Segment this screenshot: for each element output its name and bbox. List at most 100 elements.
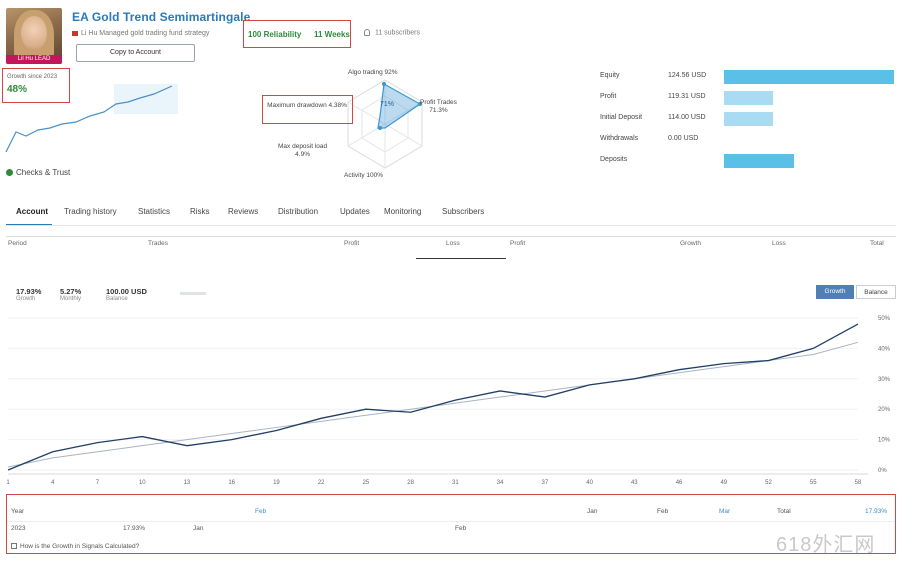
stats-box: 100 Reliability 11 Weeks [243, 20, 351, 48]
summary-monthly: 5.27% [60, 287, 82, 296]
drawdown-box: Maximum drawdown 4.38% [262, 95, 353, 124]
ruler-label: Trades [148, 240, 168, 247]
x-tick-label: 19 [273, 480, 280, 486]
ruler-label: Loss [446, 240, 460, 247]
growth-label: Growth since 2023 [7, 74, 58, 80]
check-icon [6, 169, 13, 177]
radar-label-left: Max deposit load 4.9% [278, 143, 327, 159]
table-cell: Jan [193, 525, 204, 532]
bar-value: 114.00 USD [668, 114, 706, 121]
bar-value: 119.31 USD [668, 93, 706, 100]
ruler-label: Profit [510, 240, 526, 247]
growth-table: Year Feb Jan Feb Mar Total 17.93% 2023 1… [6, 494, 896, 554]
summary-balance: 100.00 USD [106, 287, 147, 296]
tabs-divider [6, 225, 896, 226]
x-tick-label: 31 [452, 480, 459, 486]
summary-slider[interactable] [180, 292, 206, 295]
table-cell: Mar [719, 508, 731, 515]
growth-box: Growth since 2023 48% [2, 68, 70, 103]
subscribers-count[interactable]: 11 subscribers [364, 29, 420, 36]
x-tick-label: 10 [139, 480, 146, 486]
bar-fill [724, 70, 894, 84]
tab-statistics[interactable]: Statistics [138, 207, 171, 216]
tab-risks[interactable]: Risks [190, 207, 210, 216]
bar-label: Equity [600, 72, 620, 79]
bell-icon [364, 29, 370, 36]
footnote-text: How is the Growth in Signals Calculated? [20, 543, 140, 550]
weeks-stat: 11 Weeks [314, 30, 350, 39]
summary-balance-sub: Balance [106, 296, 128, 302]
tab-updates[interactable]: Updates [340, 207, 370, 216]
x-tick-label: 37 [541, 480, 548, 486]
watermark: 618外汇网 [776, 534, 876, 556]
tab-trading-history[interactable]: Trading history [64, 207, 117, 216]
summary-monthly-sub: Monthly [60, 296, 82, 302]
x-tick-label: 25 [363, 480, 370, 486]
series-line [7, 323, 859, 471]
y-tick-label: 40% [878, 346, 891, 352]
table-cell: 17.93% [865, 508, 888, 515]
ruler-label: Profit [344, 240, 360, 247]
table-cell: Year [11, 508, 25, 515]
page-subtitle: Li Hu Managed gold trading fund strategy [72, 30, 209, 37]
y-tick-label: 10% [878, 438, 891, 444]
radar-right-value: 71.3% [429, 107, 448, 114]
ruler-marker [416, 258, 506, 259]
table-cell: Feb [255, 508, 267, 515]
table-cell: Jan [587, 508, 598, 515]
table-footnote[interactable]: How is the Growth in Signals Calculated? [11, 543, 139, 550]
bar-label: Withdrawals [600, 135, 639, 142]
checks-label: Checks & Trust [16, 168, 71, 177]
growth-chart: 0% 10% 20% 30% 40% 50% 1 4 7 10 13 16 19 22 25 28 31 34 37… [6, 316, 891, 486]
radar-label-right: Profit Trades 71.3% [420, 99, 457, 115]
subscribers-text: 11 subscribers [374, 29, 420, 37]
table-cell: Feb [657, 508, 669, 515]
radar-label-top: Algo trading 92% [348, 69, 398, 76]
avatar-face [21, 16, 47, 50]
y-tick-label: 0% [878, 468, 887, 474]
x-tick-label: 43 [631, 480, 638, 486]
help-icon [11, 543, 17, 550]
radar-label-bottom: Activity 100% [344, 172, 384, 179]
bar-fill [724, 154, 794, 168]
table-cell: 17.93% [123, 525, 146, 532]
x-tick-label: 46 [676, 480, 683, 486]
tab-monitoring[interactable]: Monitoring [384, 207, 422, 216]
checks-trust[interactable]: Checks & Trust [6, 168, 70, 177]
avatar[interactable]: Lil Hu LEAD [6, 8, 62, 64]
radar-point-bottom [378, 126, 382, 130]
toggle-balance[interactable]: Balance [856, 285, 896, 299]
x-tick-label: 22 [318, 480, 325, 486]
sparkline-area [114, 84, 178, 114]
page-title: EA Gold Trend Semimartingale [72, 10, 251, 24]
table-cell: 2023 [11, 525, 26, 532]
bar-label: Profit [600, 93, 617, 100]
table-cell: Feb [455, 525, 467, 532]
reliability-stat: 100 Reliability [248, 30, 302, 39]
tab-account[interactable]: Account [16, 207, 48, 216]
copy-button[interactable]: Copy to Account [76, 44, 195, 62]
radar-chart: 71% [347, 79, 423, 169]
bar-fill [724, 91, 774, 105]
ruler-line [6, 236, 896, 237]
x-tick-label: 40 [586, 480, 593, 486]
radar-center: 71% [380, 101, 394, 108]
ruler-label: Period [8, 240, 27, 247]
x-tick-label: 7 [96, 480, 100, 486]
x-tick-label: 34 [497, 480, 504, 486]
table-divider [7, 521, 894, 522]
toggle-growth[interactable]: Growth [816, 285, 854, 299]
deposit-load-name: Max deposit load [278, 143, 328, 150]
bar-label: Deposits [600, 156, 628, 163]
tab-subscribers[interactable]: Subscribers [442, 207, 485, 216]
x-tick-label: 58 [855, 480, 862, 486]
tab-reviews[interactable]: Reviews [228, 207, 259, 216]
drawdown-label: Maximum drawdown 4.38% [267, 102, 347, 109]
summary-growth-sub: Growth [16, 296, 36, 302]
tab-distribution[interactable]: Distribution [278, 207, 319, 216]
growth-value: 48% [7, 84, 28, 95]
bar-value: 124.56 USD [668, 72, 707, 79]
x-tick-label: 13 [184, 480, 191, 486]
x-tick-label: 16 [228, 480, 235, 486]
sparkline-line [5, 85, 173, 153]
